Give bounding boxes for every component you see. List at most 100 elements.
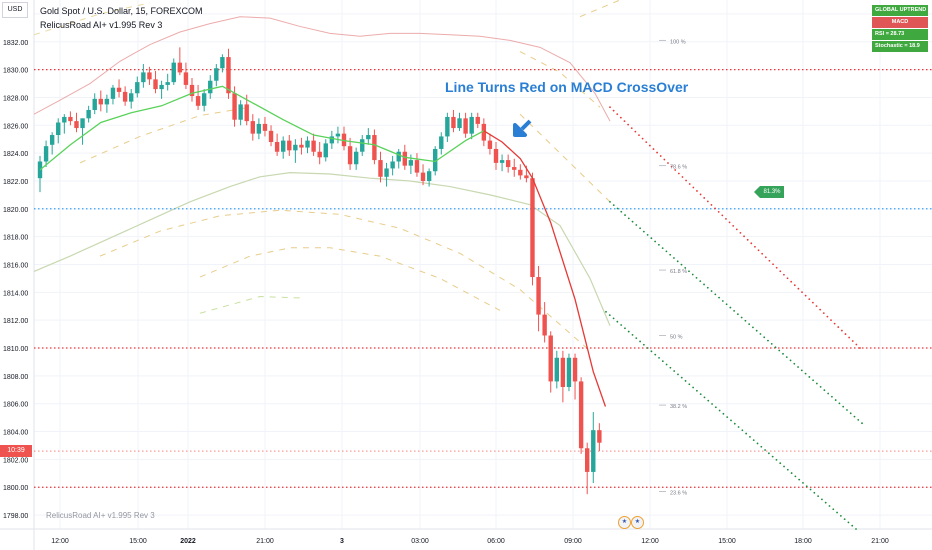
projection-dot — [779, 270, 782, 273]
candle-body — [560, 357, 566, 388]
candle-body — [287, 140, 292, 151]
candle-body — [43, 146, 49, 162]
candle-body — [554, 357, 559, 382]
projection-dot — [627, 217, 630, 220]
projection-dot — [801, 291, 803, 294]
projection-dot — [707, 399, 710, 402]
projection-dot — [616, 113, 619, 116]
projection-dot — [728, 221, 731, 224]
candle-body — [366, 135, 371, 140]
projection-band — [199, 296, 301, 314]
projection-dot — [714, 293, 717, 296]
projection-dot — [798, 478, 801, 481]
candle-body — [183, 72, 189, 85]
projection-dot — [695, 276, 698, 279]
channel-bands — [33, 0, 621, 352]
candle-body — [68, 116, 73, 122]
projection-dot — [725, 217, 727, 220]
time-tick-label: 3 — [340, 538, 344, 545]
projection-dot — [624, 214, 626, 216]
projection-dot — [817, 495, 820, 497]
fib-label: 23.6 % — [670, 490, 687, 496]
projection-dot — [743, 235, 745, 238]
candle-body — [262, 123, 268, 131]
price-tick-label: 1816.00 — [3, 263, 28, 270]
projection-dot — [768, 259, 771, 262]
signal-line-green — [39, 85, 485, 171]
projection-dot — [677, 172, 680, 175]
projection-dot — [619, 116, 622, 119]
projection-dot — [667, 162, 669, 164]
projection-dot — [822, 312, 825, 315]
projection-dot — [710, 204, 713, 206]
projection-dot — [699, 280, 702, 283]
time-axis: 12:00 15:00 2022 21:00 3 03:00 06:00 09:00 12:00… — [51, 538, 889, 545]
projection-dot — [848, 336, 851, 339]
projection-dot — [782, 352, 784, 355]
candle-body — [353, 151, 359, 165]
projection-dot — [755, 329, 758, 332]
projection-dot — [821, 498, 823, 501]
time-tick-label: 21:00 — [871, 538, 889, 545]
candle-body — [201, 93, 207, 106]
projection-dot — [639, 227, 641, 230]
projection-dot — [836, 511, 838, 514]
projection-dot — [736, 313, 739, 316]
candle-body — [372, 135, 377, 161]
candle-body — [159, 84, 164, 90]
candle-body — [293, 144, 298, 151]
projection-dot — [739, 231, 742, 234]
us-flag-icon[interactable]: ★ — [618, 516, 631, 529]
price-axis: 1798.00 1800.00 1802.00 1804.00 1806.00 1808.… — [3, 12, 28, 520]
candle-body — [457, 118, 462, 129]
projection-dot — [783, 465, 785, 468]
price-tick-label: 1814.00 — [3, 290, 28, 297]
projection-dot — [663, 158, 666, 161]
projection-dot — [657, 243, 660, 246]
projection-dot — [616, 207, 619, 210]
time-tick-label: 2022 — [180, 538, 196, 545]
projection-dot — [761, 252, 764, 255]
time-tick-label: 12:00 — [641, 538, 659, 545]
candle-body — [396, 151, 401, 162]
projection-dot — [665, 363, 668, 366]
projection-dot — [696, 190, 698, 192]
candle-body — [512, 167, 517, 170]
projection-dot — [635, 224, 638, 226]
projection-dot — [669, 253, 672, 256]
projection-dot — [815, 382, 818, 385]
projection-dot — [714, 207, 716, 210]
fib-label: 61.8 % — [670, 269, 687, 275]
projection-dot — [645, 141, 648, 143]
candle-body — [49, 135, 55, 145]
candle-body — [250, 121, 255, 134]
currency-badge[interactable]: USD — [2, 2, 28, 18]
projection-dot — [605, 310, 607, 313]
projection-dot — [699, 393, 702, 395]
projection-dot — [824, 501, 827, 504]
projection-dot — [735, 228, 738, 231]
price-tick-label: 1798.00 — [3, 513, 28, 520]
candle-body — [104, 98, 110, 105]
projection-dot — [661, 360, 664, 363]
candle-body — [195, 96, 201, 106]
projection-dot — [797, 287, 800, 290]
candle-body — [433, 148, 438, 172]
projection-dot — [754, 245, 756, 248]
projection-dots — [605, 106, 863, 530]
candle-body — [256, 123, 262, 134]
projection-dot — [839, 514, 842, 517]
projection-dot — [760, 445, 763, 448]
projection-dot — [732, 224, 735, 227]
projection-dot — [779, 462, 782, 465]
projection-band — [579, 0, 621, 18]
candle-body — [232, 93, 237, 120]
status-rsi: RSI = 28.73 — [872, 29, 928, 40]
projection-dot — [706, 286, 709, 289]
candle-body — [439, 136, 444, 149]
projection-dot — [627, 330, 630, 333]
us-flag-icon[interactable]: ★ — [631, 516, 644, 529]
indicator-name[interactable]: RelicusRoad AI+ v1.995 Rev 3 — [40, 20, 163, 30]
